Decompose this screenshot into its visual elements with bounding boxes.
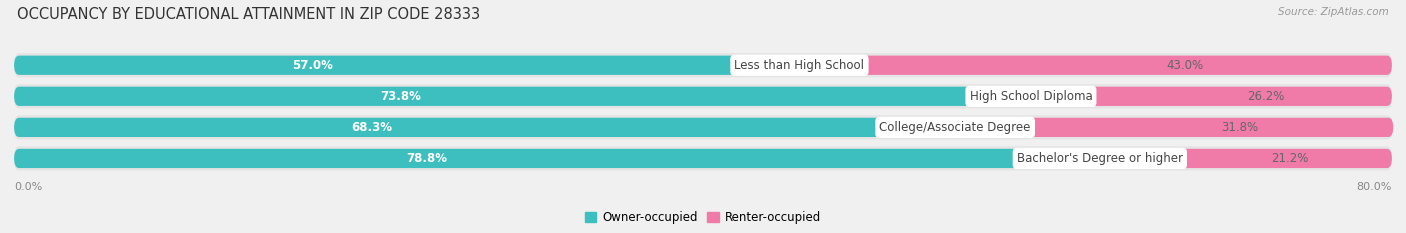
Text: 73.8%: 73.8%	[380, 90, 420, 103]
FancyBboxPatch shape	[14, 53, 1392, 77]
Text: 80.0%: 80.0%	[1357, 182, 1392, 192]
Text: 31.8%: 31.8%	[1222, 121, 1258, 134]
FancyBboxPatch shape	[14, 84, 1392, 108]
Text: Source: ZipAtlas.com: Source: ZipAtlas.com	[1278, 7, 1389, 17]
Text: High School Diploma: High School Diploma	[970, 90, 1092, 103]
FancyBboxPatch shape	[14, 115, 1392, 140]
Legend: Owner-occupied, Renter-occupied: Owner-occupied, Renter-occupied	[579, 206, 827, 229]
Text: 26.2%: 26.2%	[1247, 90, 1284, 103]
Text: 43.0%: 43.0%	[1166, 59, 1204, 72]
FancyBboxPatch shape	[14, 87, 1031, 106]
FancyBboxPatch shape	[14, 146, 1392, 171]
FancyBboxPatch shape	[14, 149, 1099, 168]
FancyBboxPatch shape	[14, 118, 955, 137]
FancyBboxPatch shape	[14, 56, 800, 75]
Text: 78.8%: 78.8%	[406, 152, 447, 165]
Text: 68.3%: 68.3%	[352, 121, 392, 134]
Text: 0.0%: 0.0%	[14, 182, 42, 192]
Text: Bachelor's Degree or higher: Bachelor's Degree or higher	[1017, 152, 1182, 165]
FancyBboxPatch shape	[1031, 87, 1392, 106]
Text: 21.2%: 21.2%	[1271, 152, 1309, 165]
FancyBboxPatch shape	[800, 56, 1392, 75]
FancyBboxPatch shape	[955, 118, 1393, 137]
FancyBboxPatch shape	[1099, 149, 1392, 168]
Text: Less than High School: Less than High School	[734, 59, 865, 72]
Text: 57.0%: 57.0%	[292, 59, 333, 72]
Text: OCCUPANCY BY EDUCATIONAL ATTAINMENT IN ZIP CODE 28333: OCCUPANCY BY EDUCATIONAL ATTAINMENT IN Z…	[17, 7, 479, 22]
Text: College/Associate Degree: College/Associate Degree	[880, 121, 1031, 134]
